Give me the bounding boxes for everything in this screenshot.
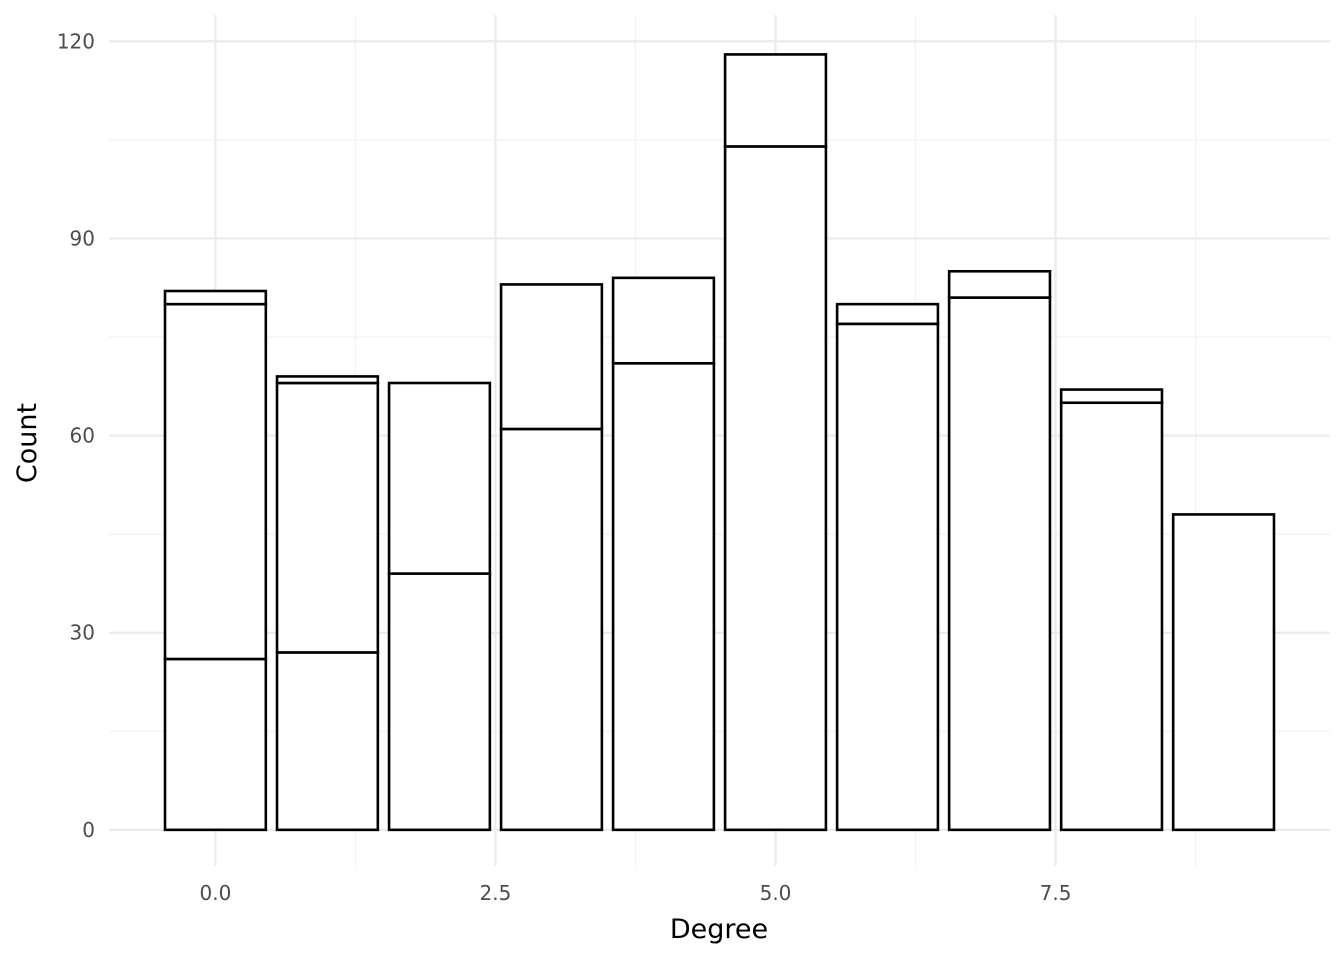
bar-stack (611, 276, 716, 832)
bar-segment (163, 302, 268, 661)
bar-stack (723, 53, 828, 832)
x-tick-label: 7.5 (1040, 881, 1072, 905)
bar-stack (1059, 388, 1164, 832)
y-tick-label: 0 (82, 818, 95, 842)
x-axis-title: Degree (670, 914, 768, 945)
bars (163, 53, 1276, 832)
y-tick-label: 90 (70, 226, 95, 250)
bar-segment (163, 657, 268, 832)
bar-stack (835, 302, 940, 832)
bar-stack (163, 289, 268, 832)
x-tick-label: 2.5 (480, 881, 512, 905)
bar-segment (1059, 388, 1164, 405)
bar-segment (835, 322, 940, 832)
bar-segment (835, 302, 940, 326)
bar-stack (387, 381, 492, 832)
bar-segment (275, 651, 380, 832)
bar-segment (163, 289, 268, 306)
bar-stack (1171, 513, 1276, 832)
y-axis-title: Count (12, 403, 43, 483)
bar-segment (387, 381, 492, 575)
y-tick-label: 30 (70, 621, 95, 645)
y-tick-label: 120 (57, 29, 95, 53)
bar-stack (947, 269, 1052, 832)
bar-segment (275, 375, 380, 385)
y-axis-ticks: 0 30 60 90 120 (57, 29, 95, 842)
bar-segment (947, 269, 1052, 299)
bar-stack (499, 283, 604, 832)
bar-segment (611, 276, 716, 365)
y-tick-label: 60 (70, 424, 95, 448)
bar-segment (275, 381, 380, 654)
bar-segment (611, 361, 716, 832)
x-tick-label: 0.0 (200, 881, 232, 905)
x-axis-ticks: 0.0 2.5 5.0 7.5 (200, 881, 1072, 905)
bar-segment (1171, 513, 1276, 832)
bar-segment (723, 53, 828, 148)
bar-segment (1059, 401, 1164, 832)
bar-segment (499, 427, 604, 832)
x-tick-label: 5.0 (760, 881, 792, 905)
bar-stack (275, 375, 380, 832)
bar-segment (387, 572, 492, 832)
bar-segment (723, 145, 828, 832)
bar-segment (947, 296, 1052, 832)
bar-segment (499, 283, 604, 431)
